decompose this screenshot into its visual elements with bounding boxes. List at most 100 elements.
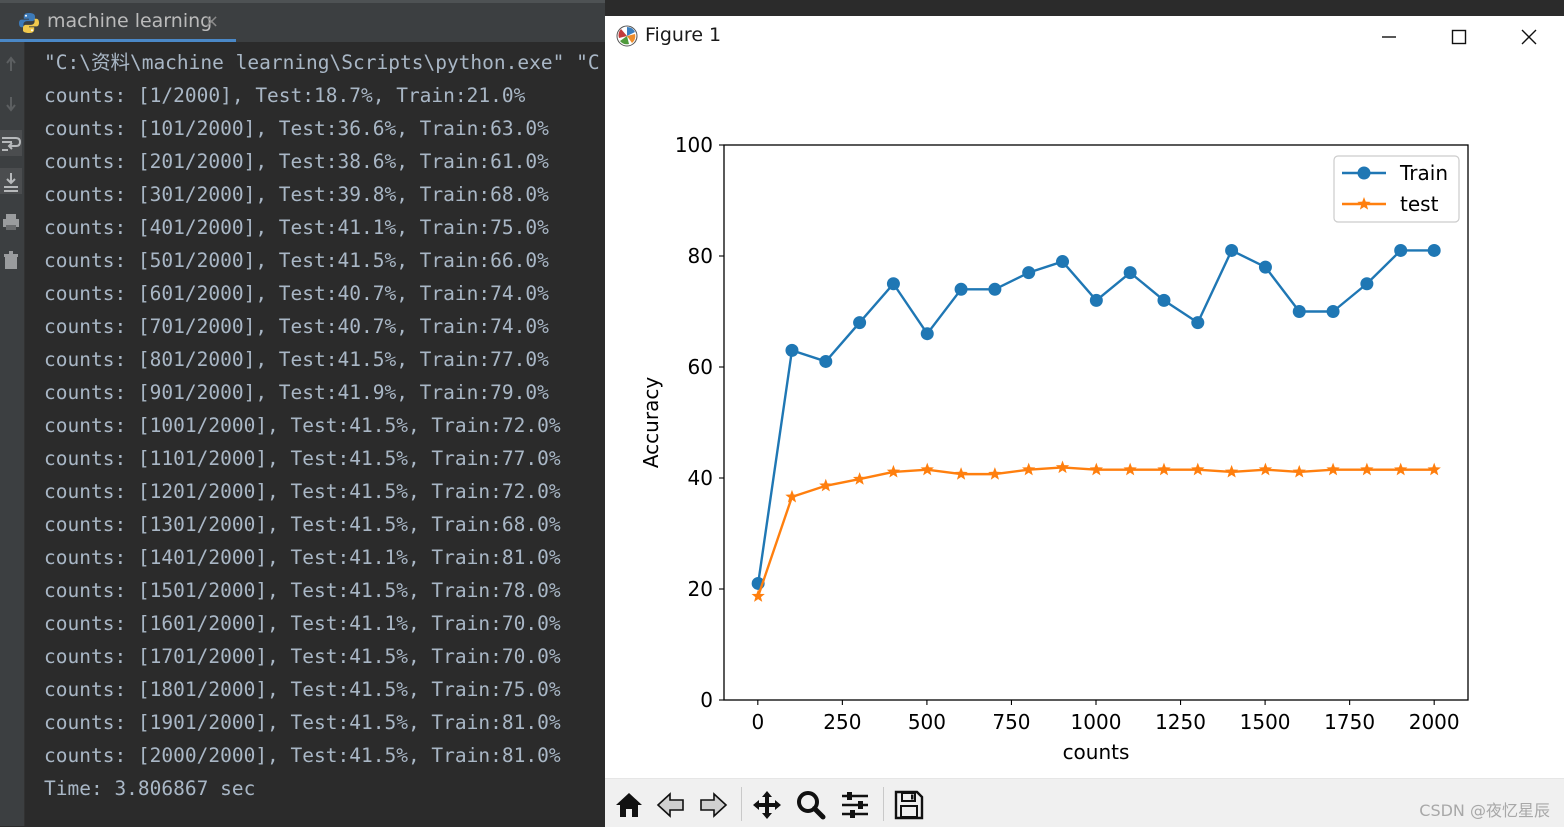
data-point-test xyxy=(1022,462,1036,476)
data-point-test xyxy=(1427,462,1441,476)
series-line-test xyxy=(757,466,1435,597)
x-tick-label: 1750 xyxy=(1324,710,1375,734)
console-line: counts: [1001/2000], Test:41.5%, Train:7… xyxy=(44,414,561,437)
y-tick-label: 80 xyxy=(688,244,713,268)
y-tick-label: 100 xyxy=(675,133,713,157)
data-point-test xyxy=(751,589,765,602)
console-output[interactable]: "C:\资料\machine learning\Scripts\python.e… xyxy=(44,46,604,826)
data-point-train xyxy=(853,316,867,330)
data-point-test xyxy=(1360,462,1374,476)
console-line: counts: [901/2000], Test:41.9%, Train:79… xyxy=(44,381,549,404)
plot-canvas[interactable]: 0 250 500 750 1000 1250 1500 1750 2000 0 20 40 60 80 1… xyxy=(605,58,1564,778)
axes-frame xyxy=(723,144,1469,701)
data-point-test xyxy=(852,472,867,485)
figure-title-bar[interactable]: Figure 1 xyxy=(605,16,1564,58)
y-tick-label: 40 xyxy=(688,466,713,490)
data-point-test xyxy=(1292,464,1306,478)
console-line: counts: [801/2000], Test:41.5%, Train:77… xyxy=(44,348,549,371)
data-point-test xyxy=(785,489,799,503)
save-icon[interactable] xyxy=(889,785,929,825)
soft-wrap-icon[interactable] xyxy=(0,130,22,156)
accuracy-chart: 0 250 500 750 1000 1250 1500 1750 2000 0 20 40 60 80 1… xyxy=(639,133,1469,764)
x-tick-label: 2000 xyxy=(1409,710,1460,734)
data-point-test xyxy=(819,478,833,492)
console-line: Time: 3.806867 sec xyxy=(44,777,256,800)
console-line: counts: [2000/2000], Test:41.5%, Train:8… xyxy=(44,744,561,767)
run-tab[interactable]: machine learning × xyxy=(0,3,236,42)
data-point-train xyxy=(1056,255,1070,269)
x-tick-label: 1500 xyxy=(1240,710,1291,734)
toolbar-separator xyxy=(741,787,742,821)
console-toolbar xyxy=(0,42,25,826)
home-icon[interactable] xyxy=(609,785,649,825)
y-tick-label: 60 xyxy=(688,355,713,379)
print-icon[interactable] xyxy=(0,208,22,234)
console-line: counts: [1501/2000], Test:41.5%, Train:7… xyxy=(44,579,561,602)
legend-label-train: Train xyxy=(1399,161,1448,185)
back-arrow-icon[interactable] xyxy=(651,785,691,825)
data-point-train xyxy=(1123,266,1137,280)
tab-close-icon[interactable]: × xyxy=(204,11,220,32)
data-point-train xyxy=(1394,243,1408,257)
data-point-train xyxy=(886,277,900,291)
console-line: counts: [1801/2000], Test:41.5%, Train:7… xyxy=(44,678,561,701)
tab-active-indicator xyxy=(0,39,236,42)
data-point-test xyxy=(1123,462,1137,476)
data-point-train xyxy=(920,327,934,341)
data-point-test xyxy=(886,464,901,478)
data-point-test xyxy=(1089,462,1103,476)
data-point-test xyxy=(1224,464,1239,478)
maximize-button[interactable] xyxy=(1424,16,1494,58)
x-tick-label: 250 xyxy=(823,710,861,734)
y-tick-label: 0 xyxy=(700,688,713,712)
arrow-up-icon[interactable] xyxy=(0,50,22,76)
pan-icon[interactable] xyxy=(747,785,787,825)
x-tick-label: 750 xyxy=(992,710,1030,734)
python-icon xyxy=(19,13,39,33)
y-axis-label: Accuracy xyxy=(639,377,663,468)
data-point-train xyxy=(819,354,833,368)
data-point-test xyxy=(1258,462,1273,476)
console-line: counts: [1301/2000], Test:41.5%, Train:6… xyxy=(44,513,561,536)
legend-marker-train xyxy=(1357,166,1371,180)
matplotlib-icon xyxy=(616,25,638,47)
console-line: counts: [501/2000], Test:41.5%, Train:66… xyxy=(44,249,549,272)
data-point-train xyxy=(988,282,1002,296)
toolbar-separator xyxy=(883,787,884,821)
console-line: counts: [1201/2000], Test:41.5%, Train:7… xyxy=(44,480,561,503)
console-line: counts: [1401/2000], Test:41.1%, Train:8… xyxy=(44,546,561,569)
watermark: CSDN @夜忆星辰 xyxy=(1419,801,1550,820)
arrow-down-icon[interactable] xyxy=(0,90,22,116)
data-point-train xyxy=(1427,243,1441,257)
data-point-test xyxy=(988,467,1002,480)
data-point-train xyxy=(1022,266,1036,280)
data-point-train xyxy=(1089,293,1103,307)
data-point-test xyxy=(954,467,968,480)
close-button[interactable] xyxy=(1494,16,1564,58)
minimize-button[interactable] xyxy=(1354,16,1424,58)
console-line: counts: [1/2000], Test:18.7%, Train:21.0… xyxy=(44,84,526,107)
run-tool-window: machine learning × "C:\资料\machine learni… xyxy=(0,0,605,826)
scroll-to-end-icon[interactable] xyxy=(0,168,22,194)
legend-marker-test xyxy=(1357,197,1371,210)
console-line: counts: [1701/2000], Test:41.5%, Train:7… xyxy=(44,645,561,668)
configure-subplots-icon[interactable] xyxy=(835,785,875,825)
console-line: counts: [201/2000], Test:38.6%, Train:61… xyxy=(44,150,549,173)
console-line: counts: [401/2000], Test:41.1%, Train:75… xyxy=(44,216,549,239)
data-point-test xyxy=(1191,462,1205,476)
x-tick-label: 0 xyxy=(751,710,764,734)
forward-arrow-icon[interactable] xyxy=(693,785,733,825)
figure-title: Figure 1 xyxy=(645,24,722,46)
x-tick-label: 500 xyxy=(908,710,946,734)
data-point-train xyxy=(1225,243,1239,257)
close-icon xyxy=(1521,29,1537,45)
console-line: counts: [1601/2000], Test:41.1%, Train:7… xyxy=(44,612,561,635)
zoom-icon[interactable] xyxy=(791,785,831,825)
console-command-line: "C:\资料\machine learning\Scripts\python.e… xyxy=(44,51,600,74)
y-tick-label: 20 xyxy=(688,577,713,601)
trash-icon[interactable] xyxy=(0,246,22,272)
data-point-train xyxy=(1191,316,1205,330)
maximize-icon xyxy=(1451,29,1467,45)
data-point-train xyxy=(1292,305,1306,318)
x-tick-label: 1000 xyxy=(1071,710,1122,734)
